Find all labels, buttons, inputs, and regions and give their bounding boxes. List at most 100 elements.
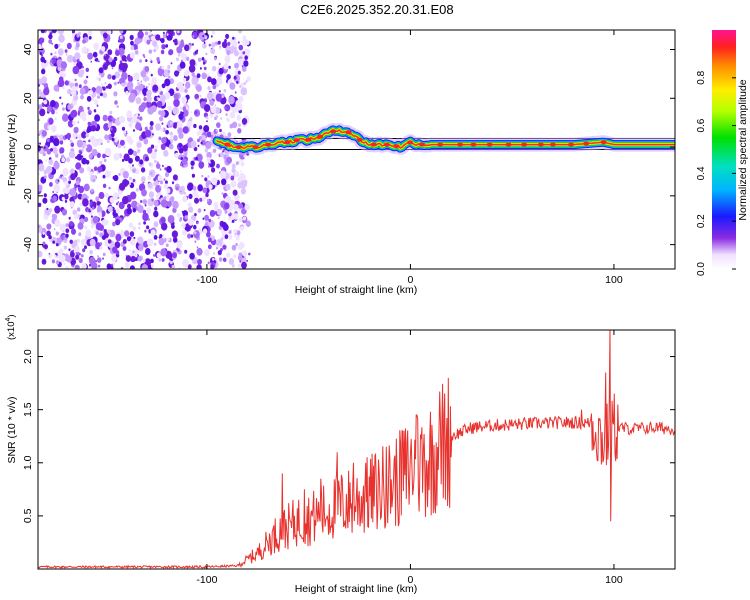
noise-point — [75, 136, 78, 139]
noise-point — [237, 128, 242, 134]
ridge-peak — [345, 130, 352, 135]
y-tick-label: 0.5 — [22, 508, 34, 523]
noise-point — [152, 40, 158, 47]
noise-point — [144, 31, 149, 36]
noise-point — [39, 37, 45, 44]
noise-point — [95, 260, 98, 263]
noise-point — [198, 136, 202, 140]
noise-point — [97, 255, 99, 258]
noise-point — [68, 180, 71, 184]
noise-point — [62, 86, 65, 90]
noise-point — [225, 33, 230, 40]
noise-point — [105, 193, 109, 199]
noise-point — [230, 180, 237, 188]
noise-point — [41, 233, 46, 239]
noise-point — [137, 81, 140, 86]
noise-point — [144, 204, 147, 207]
noise-point — [38, 250, 42, 255]
noise-point — [205, 116, 208, 119]
noise-point — [96, 257, 102, 263]
noise-point — [211, 65, 217, 72]
noise-point — [143, 97, 147, 102]
noise-point — [137, 205, 144, 213]
noise-point — [49, 197, 52, 200]
noise-point — [194, 197, 199, 204]
noise-point — [91, 206, 95, 210]
noise-point — [239, 217, 243, 223]
noise-point — [102, 174, 106, 179]
noise-point — [236, 236, 240, 241]
noise-point — [75, 254, 80, 260]
noise-point — [83, 241, 87, 244]
noise-point — [102, 92, 107, 99]
noise-point — [159, 71, 163, 77]
noise-point — [182, 229, 187, 236]
noise-point — [224, 195, 232, 204]
noise-point — [97, 166, 103, 173]
noise-point — [88, 89, 94, 96]
noise-point — [87, 106, 90, 110]
noise-point — [104, 81, 107, 85]
noise-point — [201, 174, 204, 178]
noise-point — [87, 30, 93, 36]
noise-point — [142, 212, 149, 222]
noise-point — [52, 190, 55, 194]
noise-point — [134, 248, 139, 255]
noise-point — [123, 215, 126, 218]
noise-point — [218, 67, 224, 75]
noise-point — [155, 184, 162, 193]
noise-point — [107, 83, 112, 90]
noise-point — [203, 209, 206, 212]
noise-point — [190, 111, 193, 114]
noise-point — [104, 147, 112, 157]
noise-point — [148, 191, 155, 199]
noise-point — [42, 197, 48, 204]
noise-point — [82, 248, 86, 253]
noise-point — [102, 183, 107, 188]
noise-point — [194, 231, 197, 235]
noise-point — [168, 49, 173, 56]
noise-point — [210, 35, 213, 38]
noise-point — [182, 126, 189, 134]
noise-point — [137, 236, 144, 245]
noise-point — [52, 195, 58, 202]
noise-point — [153, 210, 159, 218]
noise-point — [166, 201, 172, 208]
snr-multiplier-close: ) — [6, 314, 17, 317]
noise-point — [65, 53, 68, 56]
noise-point — [165, 194, 170, 200]
noise-point — [117, 201, 120, 204]
noise-point — [161, 83, 166, 89]
noise-point — [149, 125, 154, 131]
noise-point — [182, 259, 189, 268]
noise-point — [144, 229, 147, 233]
noise-point — [144, 258, 152, 267]
noise-point — [239, 180, 247, 189]
noise-point — [104, 134, 109, 140]
noise-point — [141, 264, 149, 269]
colorbar-tick-label: 0.6 — [696, 118, 707, 132]
noise-point — [161, 44, 166, 50]
x-tick-label: 100 — [605, 274, 623, 286]
noise-point — [206, 73, 210, 77]
noise-point — [205, 52, 208, 56]
noise-point — [81, 254, 84, 258]
noise-point — [214, 107, 221, 114]
noise-point — [208, 184, 213, 190]
noise-point — [46, 207, 49, 211]
noise-point — [152, 133, 154, 136]
noise-point — [123, 153, 130, 162]
noise-point — [57, 48, 64, 56]
noise-point — [46, 217, 48, 220]
noise-point — [114, 241, 121, 249]
noise-point — [217, 67, 219, 70]
noise-point — [86, 128, 90, 133]
noise-point — [77, 121, 80, 124]
noise-point — [89, 202, 93, 206]
noise-point — [102, 257, 104, 260]
noise-point — [90, 215, 93, 218]
noise-point — [140, 70, 147, 78]
noise-point — [72, 65, 80, 75]
noise-point — [106, 263, 112, 269]
noise-point — [234, 171, 240, 178]
